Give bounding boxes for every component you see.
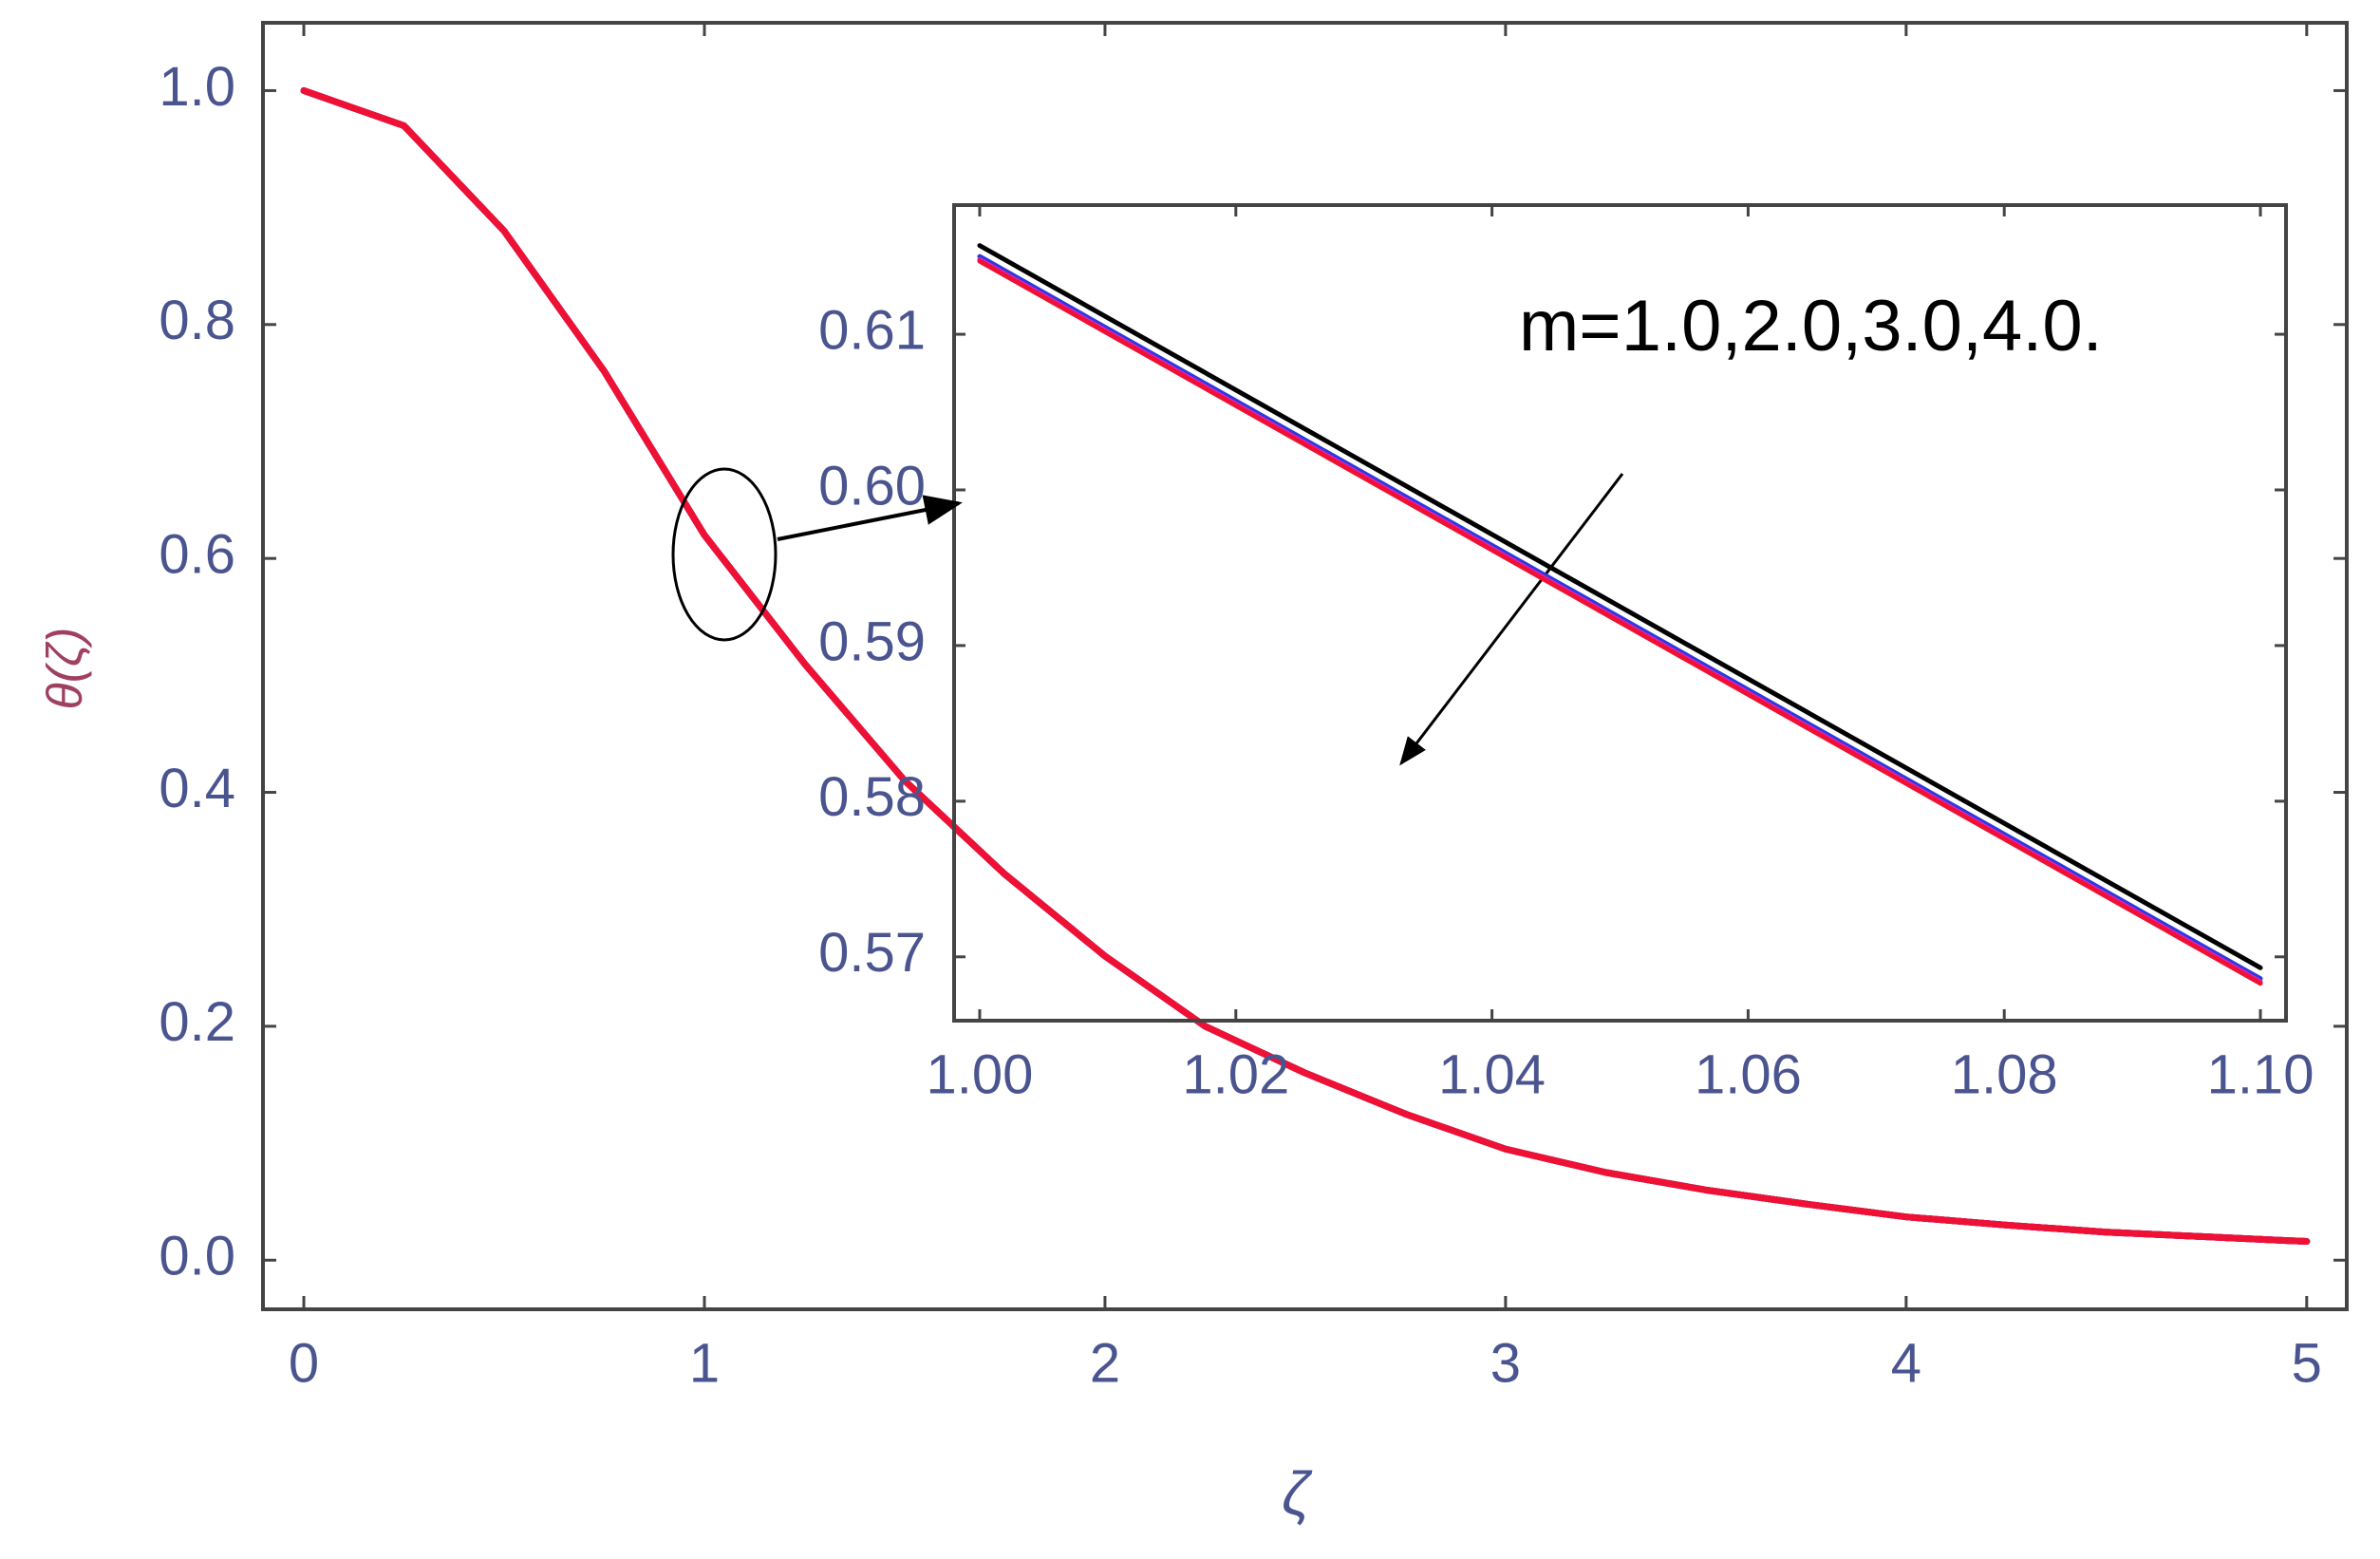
x-tick-label: 0: [289, 1332, 319, 1394]
y-tick-label: 0.8: [159, 290, 235, 351]
x-tick-label: 1.04: [1438, 1043, 1546, 1105]
y-tick-label: 0.4: [159, 758, 235, 819]
x-tick-label: 2: [1090, 1332, 1120, 1394]
y-tick-label: 0.60: [818, 455, 926, 517]
y-tick-label: 0.6: [159, 524, 235, 586]
series-line: [300, 86, 2311, 1246]
x-tick-label: 1.02: [1182, 1043, 1289, 1105]
y-axis-label: θ(ζ): [38, 628, 93, 710]
series-line: [977, 254, 2263, 982]
y-tick-label: 0.57: [818, 922, 926, 984]
x-tick-label: 4: [1891, 1332, 1921, 1394]
x-tick-label: 1.00: [927, 1043, 1034, 1105]
x-axis-label: ζ: [1282, 1459, 1313, 1528]
x-tick-label: 1.10: [2207, 1043, 2314, 1105]
y-tick-label: 0.59: [818, 610, 926, 672]
zoom-arrow: [777, 495, 963, 541]
y-tick-label: 0.0: [159, 1226, 235, 1287]
series-line: [977, 243, 2263, 970]
highlight-ellipse: [671, 467, 778, 642]
x-tick-label: 3: [1490, 1332, 1521, 1394]
trend-arrow: [1399, 473, 1624, 766]
y-tick-label: 1.0: [159, 56, 235, 118]
y-tick-label: 0.61: [818, 299, 926, 361]
y-tick-label: 0.58: [818, 766, 926, 828]
annotation: m=1.0,2.0,3.0,4.0.: [1519, 286, 2103, 366]
plot-frame: [261, 21, 2349, 1311]
y-tick-label: 0.2: [159, 991, 235, 1053]
x-tick-label: 1: [689, 1332, 720, 1394]
series-line: [977, 258, 2263, 986]
x-tick-label: 5: [2292, 1332, 2322, 1394]
plot-frame: [952, 203, 2288, 1023]
x-tick-label: 1.06: [1695, 1043, 1802, 1105]
x-tick-label: 1.08: [1951, 1043, 2058, 1105]
